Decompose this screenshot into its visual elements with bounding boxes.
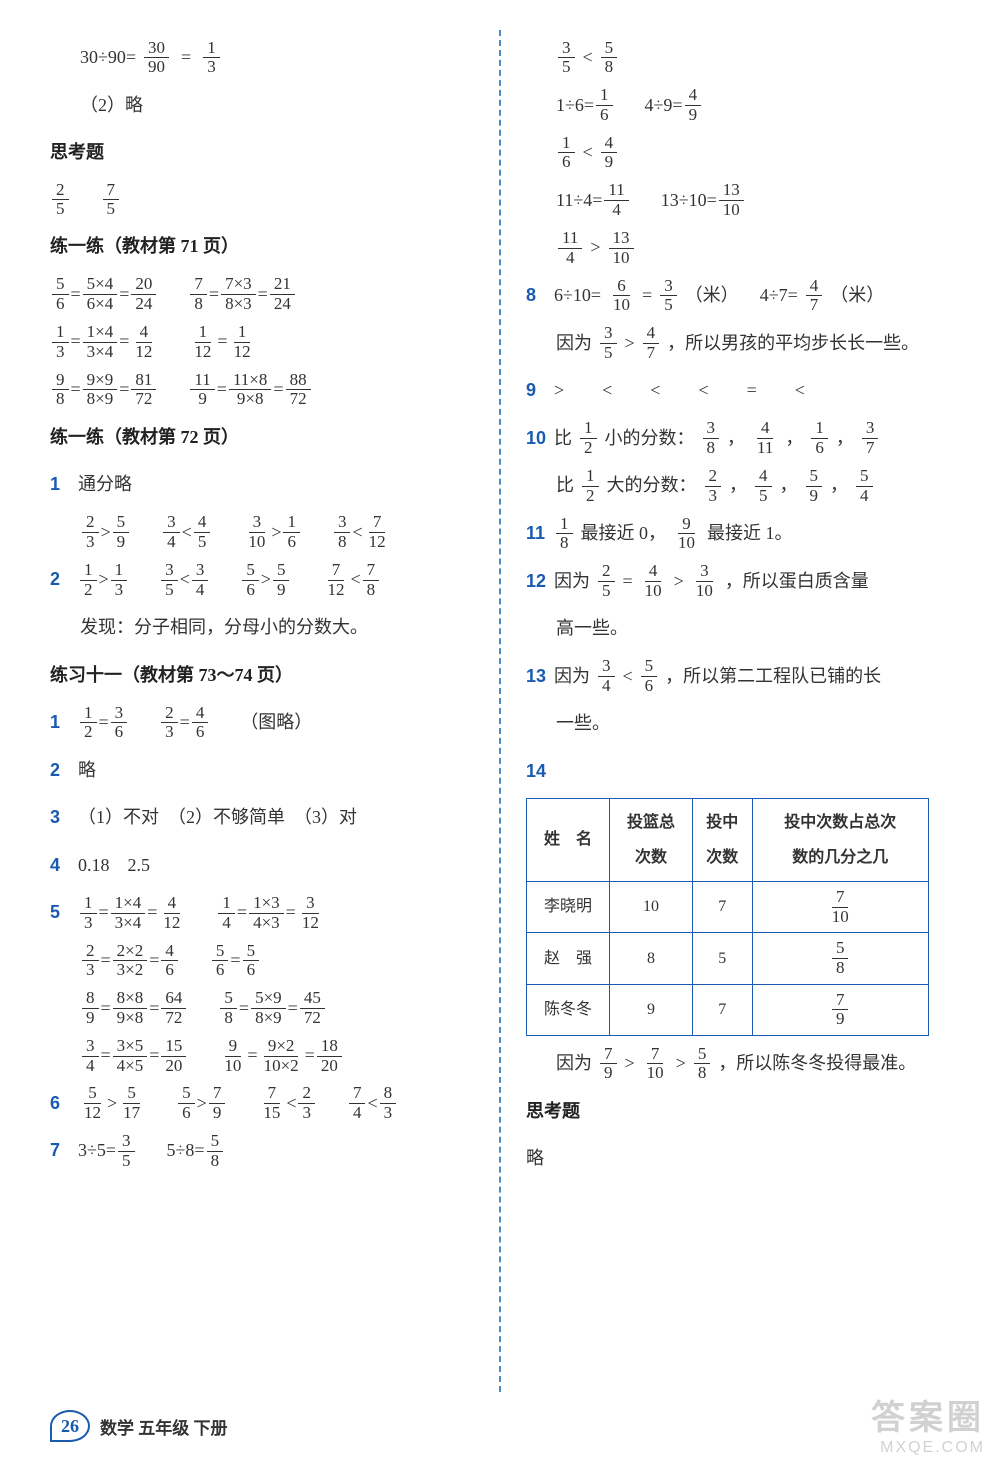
score-table: 姓 名 投篮总 次数 投中 次数 投中次数占总次 数的几分之几 李晓明107 7… bbox=[526, 798, 929, 1037]
text-line: （2）略 bbox=[50, 86, 474, 126]
heading: 练一练（教材第 71 页） bbox=[50, 227, 474, 267]
text-line: 因为35>47，所以男孩的平均步长长一些。 bbox=[526, 324, 950, 364]
cmp-line: 23>59 34<45 310>16 38<712 bbox=[50, 513, 474, 553]
item: 13 因为34<56，所以第二工程队已铺的长 bbox=[526, 657, 950, 697]
item: 10 比12小的分数： 38，411，16，37 bbox=[526, 419, 950, 459]
item: 2 12>13 35<34 56>59 712<78 bbox=[50, 560, 474, 600]
heading: 练习十一（教材第 73～74 页） bbox=[50, 656, 474, 696]
item: 3（1）不对 （2）不够简单 （3）对 bbox=[50, 798, 474, 838]
item: 1通分略 bbox=[50, 465, 474, 505]
th: 投篮总 次数 bbox=[609, 798, 692, 881]
text-line: 略 bbox=[526, 1139, 950, 1179]
th: 投中 次数 bbox=[692, 798, 752, 881]
th: 投中次数占总次 数的几分之几 bbox=[752, 798, 928, 881]
th: 姓 名 bbox=[527, 798, 610, 881]
footer-text: 数学 五年级 下册 bbox=[100, 1414, 228, 1439]
note: 发现：分子相同，分母小的分数大。 bbox=[50, 608, 474, 648]
item: 40.18 2.5 bbox=[50, 846, 474, 886]
left-column: 30÷90= 3090 = 13 （2）略 思考题 25 75 练一练（教材第 … bbox=[40, 30, 501, 1392]
item: 9> < < < = < bbox=[526, 371, 950, 411]
frac-line: 25 75 bbox=[50, 181, 474, 219]
eq-line: 1÷6=16 4÷9=49 bbox=[526, 86, 950, 126]
cmp-line: 114>1310 bbox=[526, 228, 950, 268]
item: 8 6÷10=610=35（米） 4÷7=47（米） bbox=[526, 276, 950, 316]
cmp-line: 35<58 bbox=[526, 38, 950, 78]
eq-line: 11÷4=114 13÷10=1310 bbox=[526, 181, 950, 221]
right-column: 35<58 1÷6=16 4÷9=49 16<49 11÷4=114 13÷10… bbox=[501, 30, 960, 1392]
table-row: 陈冬冬97 79 bbox=[527, 984, 929, 1035]
page-footer: 26 数学 五年级 下册 bbox=[50, 1410, 228, 1442]
cmp-line: 16<49 bbox=[526, 133, 950, 173]
text-line: 比12大的分数： 23，45，59，54 bbox=[526, 466, 950, 506]
page: 30÷90= 3090 = 13 （2）略 思考题 25 75 练一练（教材第 … bbox=[0, 0, 1000, 1472]
table-row: 赵 强85 58 bbox=[527, 933, 929, 984]
text-line: 高一些。 bbox=[526, 609, 950, 649]
eq-line: 13=1×43×4=412 112=112 bbox=[50, 322, 474, 362]
eq-line: 98=9×98×9=8172 119=11×89×8=8872 bbox=[50, 370, 474, 410]
item: 2略 bbox=[50, 751, 474, 791]
heading: 思考题 bbox=[526, 1092, 950, 1132]
eq-line: 34=3×54×5=1520 910=9×210×2=1820 bbox=[50, 1036, 474, 1076]
item: 12 因为25=410>310，所以蛋白质含量 bbox=[526, 562, 950, 602]
fraction: 3090 bbox=[144, 39, 169, 77]
item: 6 512>517 56>79 715<23 74<83 bbox=[50, 1084, 474, 1124]
eq-line: 23=2×23×2=46 56=56 bbox=[50, 941, 474, 981]
eq-line: 56=5×46×4=2024 78=7×38×3=2124 bbox=[50, 275, 474, 315]
item: 14 姓 名 投篮总 次数 投中 次数 投中次数占总次 数的几分之几 李晓明10… bbox=[526, 752, 950, 1036]
item: 7 3÷5=35 5÷8=58 bbox=[50, 1131, 474, 1171]
eq-line: 89=8×89×8=6472 58=5×98×9=4572 bbox=[50, 989, 474, 1029]
eq-line: 30÷90= 3090 = 13 bbox=[50, 38, 474, 78]
op: = bbox=[181, 38, 191, 78]
item: 5 13=1×43×4=412 14=1×34×3=312 bbox=[50, 893, 474, 933]
watermark: 答案圈 MXQE.COM bbox=[871, 1390, 985, 1457]
text-line: 一些。 bbox=[526, 704, 950, 744]
item: 11 18最接近 0，910最接近 1。 bbox=[526, 514, 950, 554]
heading: 练一练（教材第 72 页） bbox=[50, 418, 474, 458]
text-line: 因为79>710>58，所以陈冬冬投得最准。 bbox=[526, 1044, 950, 1084]
heading: 思考题 bbox=[50, 133, 474, 173]
page-number: 26 bbox=[50, 1410, 90, 1442]
fraction: 13 bbox=[203, 39, 220, 77]
table-row: 李晓明107 710 bbox=[527, 881, 929, 932]
text: 30÷90= bbox=[80, 38, 136, 78]
item: 1 12=36 23=46 （图略） bbox=[50, 703, 474, 743]
